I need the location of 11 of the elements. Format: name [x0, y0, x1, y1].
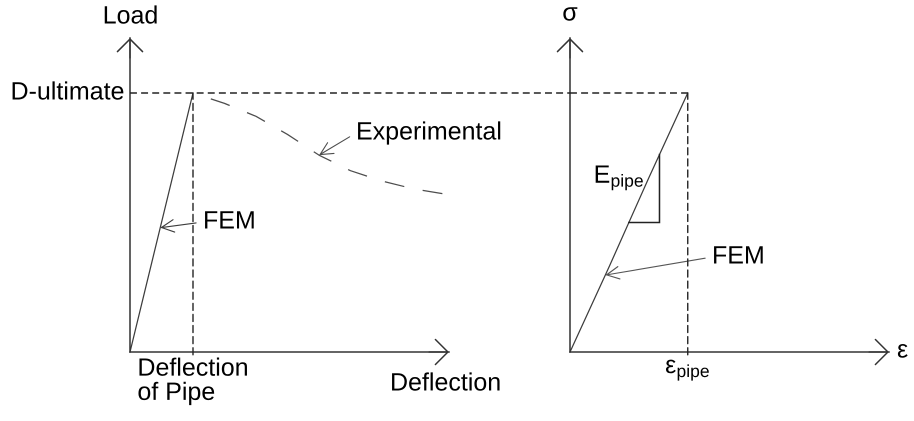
- x-axis-title: ε: [898, 344, 908, 358]
- y-axis-title: σ: [563, 7, 578, 21]
- x-axis-title: Deflection: [392, 372, 500, 391]
- legend-label: FEM: [205, 211, 254, 228]
- text: Deflection of Pipe: [138, 358, 247, 406]
- legend-label: Experimental: [358, 121, 500, 145]
- ref-line-label: D-ultimate: [12, 81, 124, 100]
- y-axis-title: Load: [104, 5, 157, 24]
- text: FEM: [714, 246, 763, 264]
- text: ε$_{pipe}$: [666, 360, 709, 381]
- annotation: E$_{pipe}$: [596, 166, 643, 190]
